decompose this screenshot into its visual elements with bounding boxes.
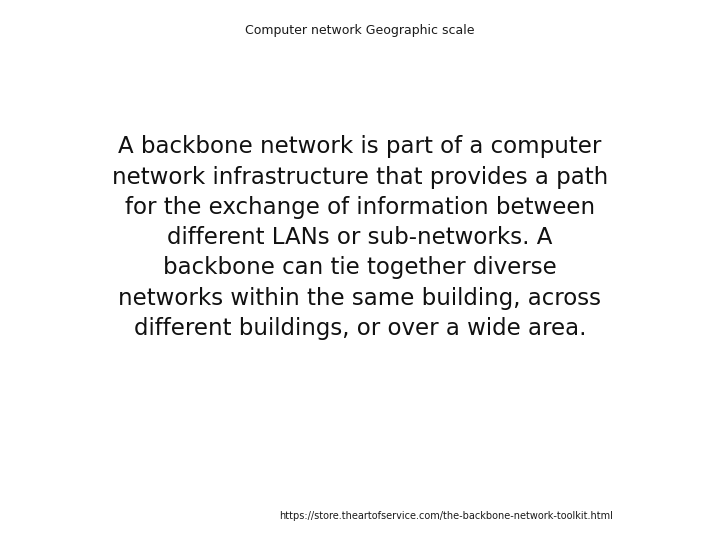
- Text: https://store.theartofservice.com/the-backbone-network-toolkit.html: https://store.theartofservice.com/the-ba…: [279, 511, 613, 521]
- Text: Computer network Geographic scale: Computer network Geographic scale: [246, 24, 474, 37]
- Text: A backbone network is part of a computer
network infrastructure that provides a : A backbone network is part of a computer…: [112, 136, 608, 340]
